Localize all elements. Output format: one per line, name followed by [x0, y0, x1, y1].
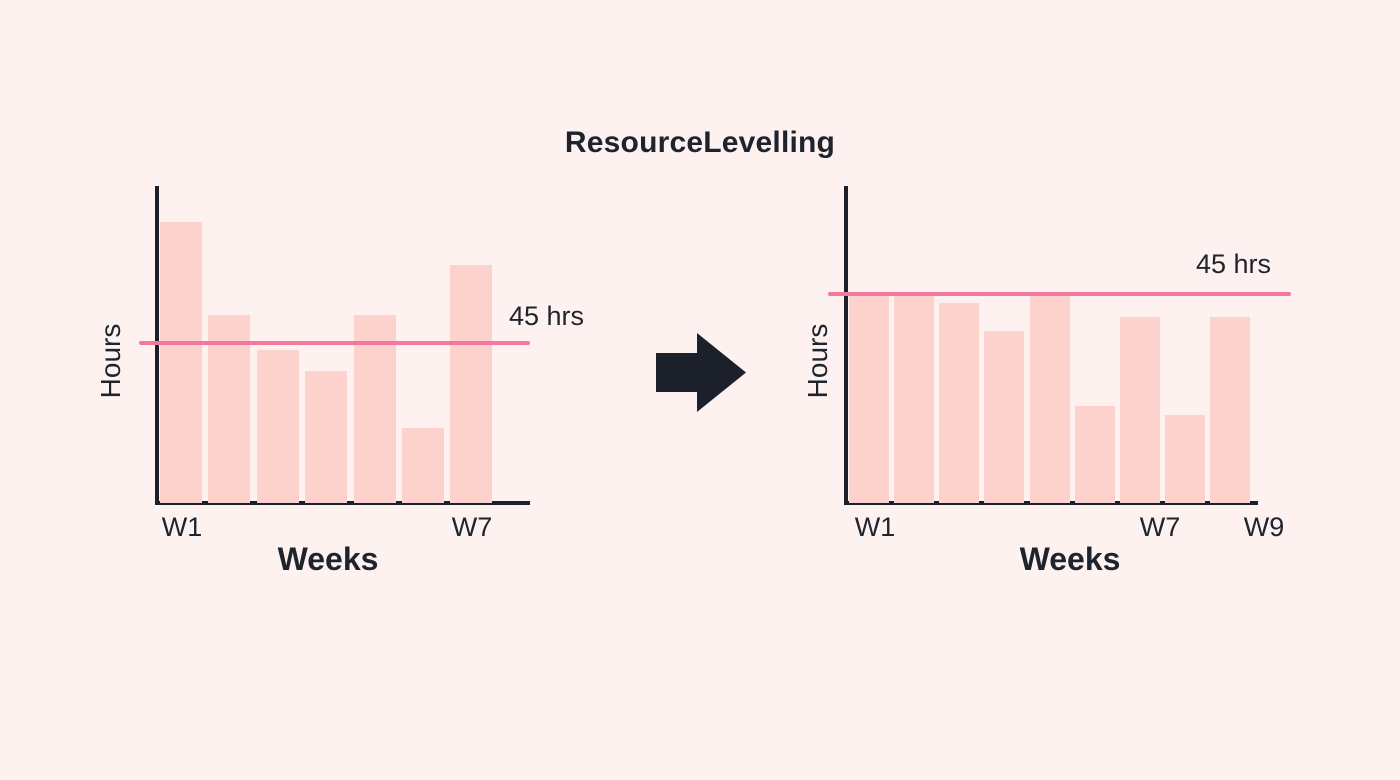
bar	[1164, 414, 1205, 503]
tick-label-w9: W9	[1243, 512, 1285, 542]
bar	[1210, 317, 1251, 503]
bar	[1119, 317, 1160, 503]
x-axis-label: Weeks	[1019, 541, 1121, 577]
bar	[939, 303, 980, 503]
right-arrow-icon	[656, 333, 746, 412]
y-axis-label: Hours	[95, 323, 126, 399]
y-axis	[155, 186, 159, 505]
diagram-title: ResourceLevelling	[564, 126, 836, 159]
tick-label-w7: W7	[451, 512, 493, 542]
bar-group	[160, 222, 493, 503]
bar-group	[849, 294, 1251, 503]
bar	[401, 428, 444, 503]
y-axis-label: Hours	[802, 323, 833, 399]
threshold-label: 45 hrs	[509, 301, 585, 331]
x-axis	[155, 501, 530, 505]
bar	[353, 314, 396, 503]
bar	[1029, 294, 1070, 503]
bar	[208, 314, 251, 503]
bar	[984, 331, 1025, 503]
threshold-line	[139, 341, 530, 345]
bar	[450, 264, 493, 503]
tick-label-w7: W7	[1139, 512, 1181, 542]
bar	[160, 222, 202, 503]
threshold-line	[828, 292, 1291, 296]
bar	[849, 294, 889, 503]
bar	[305, 371, 348, 503]
x-axis-label: Weeks	[277, 541, 379, 577]
tick-label-w1: W1	[854, 512, 896, 542]
tick-label-w1: W1	[161, 512, 203, 542]
bar	[256, 350, 299, 503]
y-axis	[844, 186, 848, 505]
bar	[1074, 405, 1115, 503]
bar	[894, 294, 935, 503]
x-axis	[844, 501, 1258, 505]
threshold-label: 45 hrs	[1196, 249, 1272, 279]
